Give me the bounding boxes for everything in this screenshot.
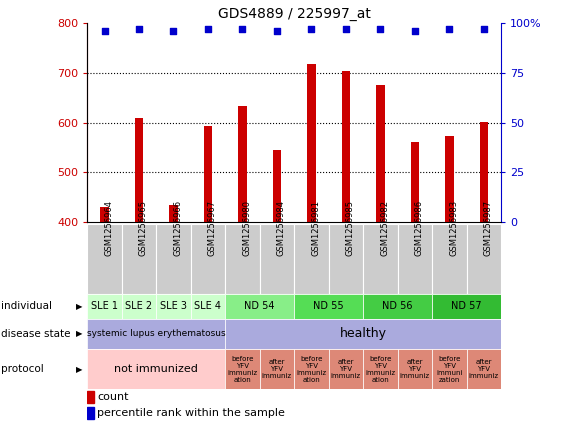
Bar: [87, 407, 93, 419]
Bar: [467, 349, 501, 389]
Text: disease state: disease state: [1, 329, 70, 339]
Text: ND 57: ND 57: [452, 301, 482, 311]
Bar: [432, 224, 467, 294]
Point: [203, 26, 212, 33]
Text: GSM1256986: GSM1256986: [415, 200, 424, 256]
Text: SLE 4: SLE 4: [194, 301, 221, 311]
Text: GSM1256981: GSM1256981: [311, 200, 320, 255]
Text: GSM1256984: GSM1256984: [277, 200, 286, 255]
Text: SLE 1: SLE 1: [91, 301, 118, 311]
Text: GSM1256964: GSM1256964: [105, 200, 114, 255]
Point: [341, 26, 350, 33]
Bar: [432, 294, 501, 319]
Bar: [294, 294, 363, 319]
Title: GDS4889 / 225997_at: GDS4889 / 225997_at: [218, 7, 370, 21]
Bar: [87, 349, 225, 389]
Text: healthy: healthy: [339, 327, 387, 340]
Text: protocol: protocol: [1, 364, 44, 374]
Text: GSM1256987: GSM1256987: [484, 200, 493, 256]
Text: systemic lupus erythematosus: systemic lupus erythematosus: [87, 329, 226, 338]
Point: [307, 26, 316, 33]
Text: GSM1256983: GSM1256983: [449, 200, 458, 256]
Bar: [260, 349, 294, 389]
Bar: [87, 294, 122, 319]
Text: percentile rank within the sample: percentile rank within the sample: [97, 408, 285, 418]
Bar: [363, 294, 432, 319]
Bar: [157, 224, 191, 294]
Bar: [191, 294, 225, 319]
Text: GSM1256966: GSM1256966: [173, 200, 182, 256]
Bar: [397, 224, 432, 294]
Point: [238, 26, 247, 33]
Bar: [397, 349, 432, 389]
Bar: [342, 71, 350, 222]
Text: ▶: ▶: [76, 329, 83, 338]
Text: count: count: [97, 393, 129, 402]
Point: [100, 28, 109, 35]
Bar: [376, 85, 385, 222]
Bar: [294, 349, 329, 389]
Text: ND 56: ND 56: [382, 301, 413, 311]
Text: GSM1256980: GSM1256980: [243, 200, 252, 255]
Text: GSM1256965: GSM1256965: [139, 200, 148, 255]
Text: GSM1256967: GSM1256967: [208, 200, 217, 256]
Text: before
YFV
immuniz
ation: before YFV immuniz ation: [227, 356, 257, 382]
Text: GSM1256985: GSM1256985: [346, 200, 355, 255]
Bar: [204, 126, 212, 222]
Point: [479, 26, 488, 33]
Bar: [157, 294, 191, 319]
Bar: [272, 150, 282, 222]
Bar: [225, 294, 294, 319]
Text: not immunized: not immunized: [114, 364, 198, 374]
Text: ▶: ▶: [76, 365, 83, 374]
Bar: [87, 391, 93, 404]
Text: SLE 2: SLE 2: [126, 301, 153, 311]
Text: after
YFV
immuniz: after YFV immuniz: [331, 359, 361, 379]
Bar: [225, 224, 260, 294]
Point: [410, 28, 419, 35]
Bar: [225, 319, 501, 349]
Text: SLE 3: SLE 3: [160, 301, 187, 311]
Bar: [238, 106, 247, 222]
Bar: [363, 349, 397, 389]
Bar: [169, 205, 178, 222]
Text: before
YFV
immuniz
ation: before YFV immuniz ation: [365, 356, 395, 382]
Bar: [225, 349, 260, 389]
Bar: [480, 122, 488, 222]
Text: before
YFV
immuni
zation: before YFV immuni zation: [436, 356, 463, 382]
Text: GSM1256982: GSM1256982: [381, 200, 390, 255]
Bar: [87, 319, 225, 349]
Bar: [410, 142, 419, 222]
Text: individual: individual: [1, 301, 52, 311]
Point: [169, 28, 178, 35]
Bar: [122, 294, 157, 319]
Bar: [329, 224, 363, 294]
Bar: [135, 118, 144, 222]
Text: after
YFV
immuniz: after YFV immuniz: [469, 359, 499, 379]
Bar: [432, 349, 467, 389]
Bar: [122, 224, 157, 294]
Bar: [87, 224, 122, 294]
Text: after
YFV
immuniz: after YFV immuniz: [400, 359, 430, 379]
Bar: [363, 224, 397, 294]
Bar: [260, 224, 294, 294]
Text: after
YFV
immuniz: after YFV immuniz: [262, 359, 292, 379]
Bar: [307, 64, 316, 222]
Point: [376, 26, 385, 33]
Bar: [445, 136, 454, 222]
Point: [272, 28, 282, 35]
Bar: [294, 224, 329, 294]
Text: ▶: ▶: [76, 302, 83, 311]
Text: ND 54: ND 54: [244, 301, 275, 311]
Bar: [100, 207, 109, 222]
Bar: [191, 224, 225, 294]
Point: [135, 26, 144, 33]
Point: [445, 26, 454, 33]
Text: before
YFV
immuniz
ation: before YFV immuniz ation: [296, 356, 327, 382]
Text: ND 55: ND 55: [314, 301, 344, 311]
Bar: [329, 349, 363, 389]
Bar: [467, 224, 501, 294]
